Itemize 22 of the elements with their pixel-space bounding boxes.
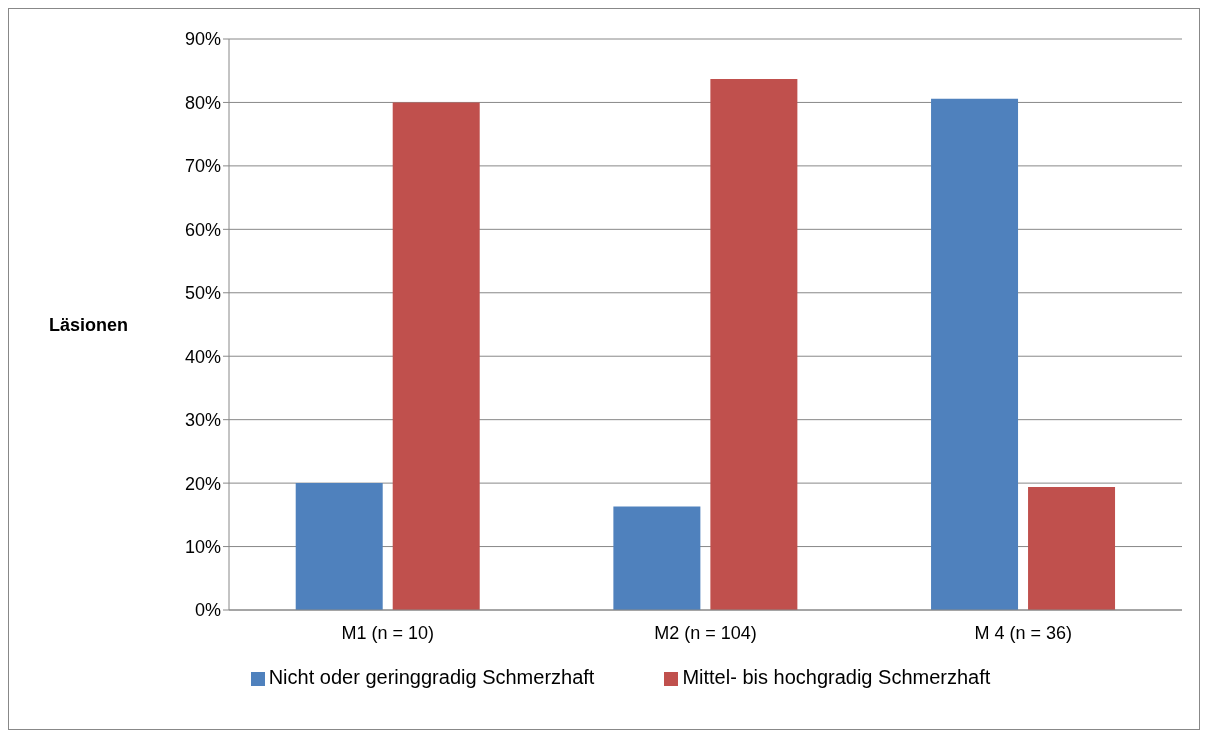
bar bbox=[710, 78, 798, 610]
legend-label: Mittel- bis hochgradig Schmerzhaft bbox=[682, 666, 991, 688]
x-tick-label: M2 (n = 104) bbox=[654, 622, 757, 643]
y-tick-label: 80% bbox=[184, 92, 221, 113]
y-tick-label: 10% bbox=[184, 536, 221, 557]
bar bbox=[613, 506, 701, 610]
bar bbox=[295, 483, 383, 610]
legend-label: Nicht oder geringgradig Schmerzhaft bbox=[268, 666, 595, 688]
y-tick-label: 0% bbox=[194, 600, 221, 621]
y-tick-label: 70% bbox=[184, 156, 221, 177]
y-tick-label: 90% bbox=[184, 29, 221, 50]
y-tick-label: 40% bbox=[184, 346, 221, 367]
y-axis-title: Läsionen bbox=[49, 314, 129, 335]
y-tick-label: 60% bbox=[184, 219, 221, 240]
x-tick-label: M 4 (n = 36) bbox=[974, 622, 1072, 643]
x-tick-label: M1 (n = 10) bbox=[341, 622, 435, 643]
y-tick-label: 30% bbox=[184, 410, 221, 431]
bar bbox=[931, 98, 1019, 610]
bar bbox=[392, 102, 480, 610]
bar bbox=[1028, 486, 1116, 610]
y-tick-label: 20% bbox=[184, 473, 221, 494]
y-tick-label: 50% bbox=[184, 283, 221, 304]
